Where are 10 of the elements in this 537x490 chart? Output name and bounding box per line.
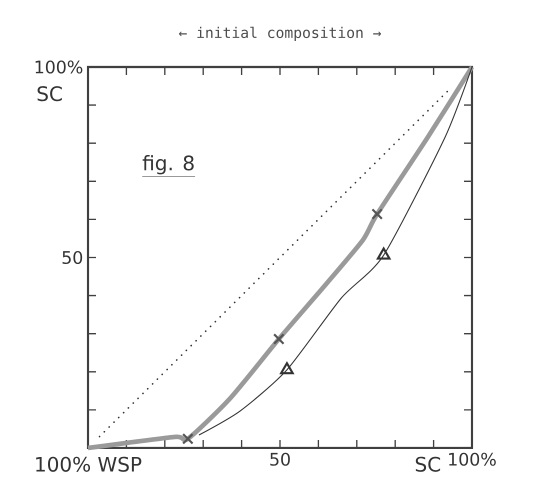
point — [182, 433, 194, 445]
point — [273, 333, 285, 345]
x-axis-title: SC — [416, 456, 440, 472]
line-series — [198, 66, 473, 436]
y-axis-title: SC — [38, 86, 62, 102]
chart-title: ← initial composition → — [178, 26, 382, 41]
line-series — [86, 64, 474, 450]
point — [371, 208, 383, 220]
annotation: fig. 8 — [142, 155, 194, 174]
text: 100% WSP — [36, 456, 142, 472]
